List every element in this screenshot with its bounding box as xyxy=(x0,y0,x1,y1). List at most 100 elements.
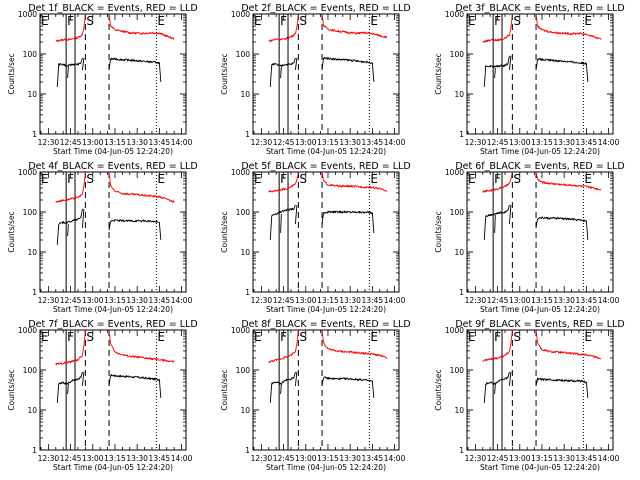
x-tick-label: 13:15 xyxy=(317,138,339,147)
y-tick-label: 100 xyxy=(236,50,251,59)
x-tick-label: 13:45 xyxy=(576,296,598,305)
events-series-line xyxy=(108,373,162,398)
event-marker-label: S xyxy=(513,14,521,28)
events-series-line xyxy=(483,204,510,240)
y-tick-label: 1000 xyxy=(18,10,37,19)
plot-area xyxy=(40,330,175,450)
panel-title: Det 7f_BLACK = Events, RED = LLD xyxy=(28,319,197,330)
events-series-line xyxy=(108,218,162,240)
panel-title: Det 5f_BLACK = Events, RED = LLD xyxy=(241,161,410,172)
lld-series-line xyxy=(55,172,86,203)
event-marker-label: S xyxy=(513,172,521,186)
panel-title: Det 2f_BLACK = Events, RED = LLD xyxy=(241,3,410,14)
events-series-line xyxy=(67,66,69,79)
events-series-line xyxy=(494,214,496,233)
plot-frame xyxy=(252,329,400,451)
x-tick-label: 13:15 xyxy=(317,454,339,463)
x-tick-label: 12:30 xyxy=(38,296,60,305)
event-marker-label: F xyxy=(494,330,501,344)
events-series-line xyxy=(294,204,298,225)
event-marker-label: F xyxy=(280,14,287,28)
event-marker-label: E xyxy=(254,14,262,28)
plot-area xyxy=(467,330,602,450)
lld-series-line xyxy=(108,172,175,203)
x-tick-label: 14:00 xyxy=(598,296,620,305)
event-marker-label: S xyxy=(299,14,307,28)
event-marker-label: E xyxy=(370,14,378,28)
x-tick-label: 13:00 xyxy=(82,296,104,305)
event-marker-label: E xyxy=(41,330,49,344)
event-marker-label: E xyxy=(370,172,378,186)
y-tick-label: 100 xyxy=(23,50,38,59)
panel-title: Det 8f_BLACK = Events, RED = LLD xyxy=(241,319,410,330)
plot-area xyxy=(253,172,388,292)
event-marker-label: S xyxy=(299,330,307,344)
lld-series-line xyxy=(268,330,299,363)
plot-area xyxy=(467,14,602,134)
x-tick-label: 13:15 xyxy=(531,296,553,305)
events-series-line xyxy=(483,371,510,403)
x-axis-label: Start Time (04-Jun-05 12:24:20) xyxy=(266,147,386,156)
event-marker-label: F xyxy=(67,172,74,186)
plot-frame xyxy=(466,13,614,135)
event-marker-label: E xyxy=(468,330,476,344)
x-tick-label: 13:00 xyxy=(509,296,531,305)
y-tick-label: 100 xyxy=(23,208,38,217)
plot-frame xyxy=(466,171,614,293)
event-marker-label: S xyxy=(86,330,94,344)
events-series-line xyxy=(269,57,296,87)
events-series-line xyxy=(494,67,496,79)
lld-series-line xyxy=(321,14,388,39)
x-axis-label: Start Time (04-Jun-05 12:24:20) xyxy=(53,463,173,472)
x-tick-label: 13:30 xyxy=(339,454,361,463)
x-tick-label: 13:00 xyxy=(509,138,531,147)
panel-title: Det 3f_BLACK = Events, RED = LLD xyxy=(455,3,624,14)
y-tick-label: 1000 xyxy=(231,10,250,19)
x-tick-label: 14:00 xyxy=(384,296,406,305)
x-tick-label: 13:15 xyxy=(104,296,126,305)
y-tick-label: 10 xyxy=(27,406,37,415)
lld-series-line xyxy=(535,14,602,40)
panel-title: Det 1f_BLACK = Events, RED = LLD xyxy=(28,3,197,14)
panel-det-8: Det 8f_BLACK = Events, RED = LLD 1 10 100 10… xyxy=(220,319,411,472)
x-tick-label: 13:30 xyxy=(126,296,148,305)
events-series-line xyxy=(535,377,589,399)
x-axis-label: Start Time (04-Jun-05 12:24:20) xyxy=(53,305,173,314)
x-tick-label: 13:30 xyxy=(553,296,575,305)
x-tick-label: 13:45 xyxy=(362,454,384,463)
panel-det-6: Det 6f_BLACK = Events, RED = LLD 1 10 100 10… xyxy=(434,161,625,314)
lld-series-line xyxy=(535,330,602,360)
events-series-line xyxy=(280,213,282,233)
x-tick-label: 13:00 xyxy=(295,296,317,305)
x-tick-label: 13:15 xyxy=(531,138,553,147)
plot-frame xyxy=(252,13,400,135)
plot-area xyxy=(40,172,175,292)
plot-frame xyxy=(39,171,187,293)
y-tick-label: 1000 xyxy=(445,168,464,177)
events-series-line xyxy=(81,371,85,386)
plot-area xyxy=(467,172,602,292)
x-tick-label: 12:45 xyxy=(487,296,509,305)
panel-det-5: Det 5f_BLACK = Events, RED = LLD 1 10 100 10… xyxy=(220,161,411,314)
events-series-line xyxy=(56,371,83,403)
y-tick-label: 10 xyxy=(240,90,250,99)
event-marker-label: E xyxy=(41,14,49,28)
y-tick-label: 1 xyxy=(459,130,464,139)
event-marker-label: F xyxy=(280,172,287,186)
event-marker-label: E xyxy=(254,330,262,344)
panel-title: Det 4f_BLACK = Events, RED = LLD xyxy=(28,161,197,172)
y-tick-label: 10 xyxy=(240,406,250,415)
y-axis-label: Counts/sec xyxy=(7,369,16,410)
x-tick-label: 12:45 xyxy=(60,138,82,147)
x-tick-label: 13:30 xyxy=(126,138,148,147)
event-marker-label: S xyxy=(513,330,521,344)
events-series-line xyxy=(56,57,83,87)
x-axis-label: Start Time (04-Jun-05 12:24:20) xyxy=(266,463,386,472)
event-marker-label: E xyxy=(254,172,262,186)
events-series-line xyxy=(81,208,85,228)
x-tick-label: 13:00 xyxy=(509,454,531,463)
panel-title: Det 9f_BLACK = Events, RED = LLD xyxy=(455,319,624,330)
x-axis-label: Start Time (04-Jun-05 12:24:20) xyxy=(480,305,600,314)
x-tick-label: 13:45 xyxy=(362,296,384,305)
events-series-line xyxy=(67,224,69,237)
